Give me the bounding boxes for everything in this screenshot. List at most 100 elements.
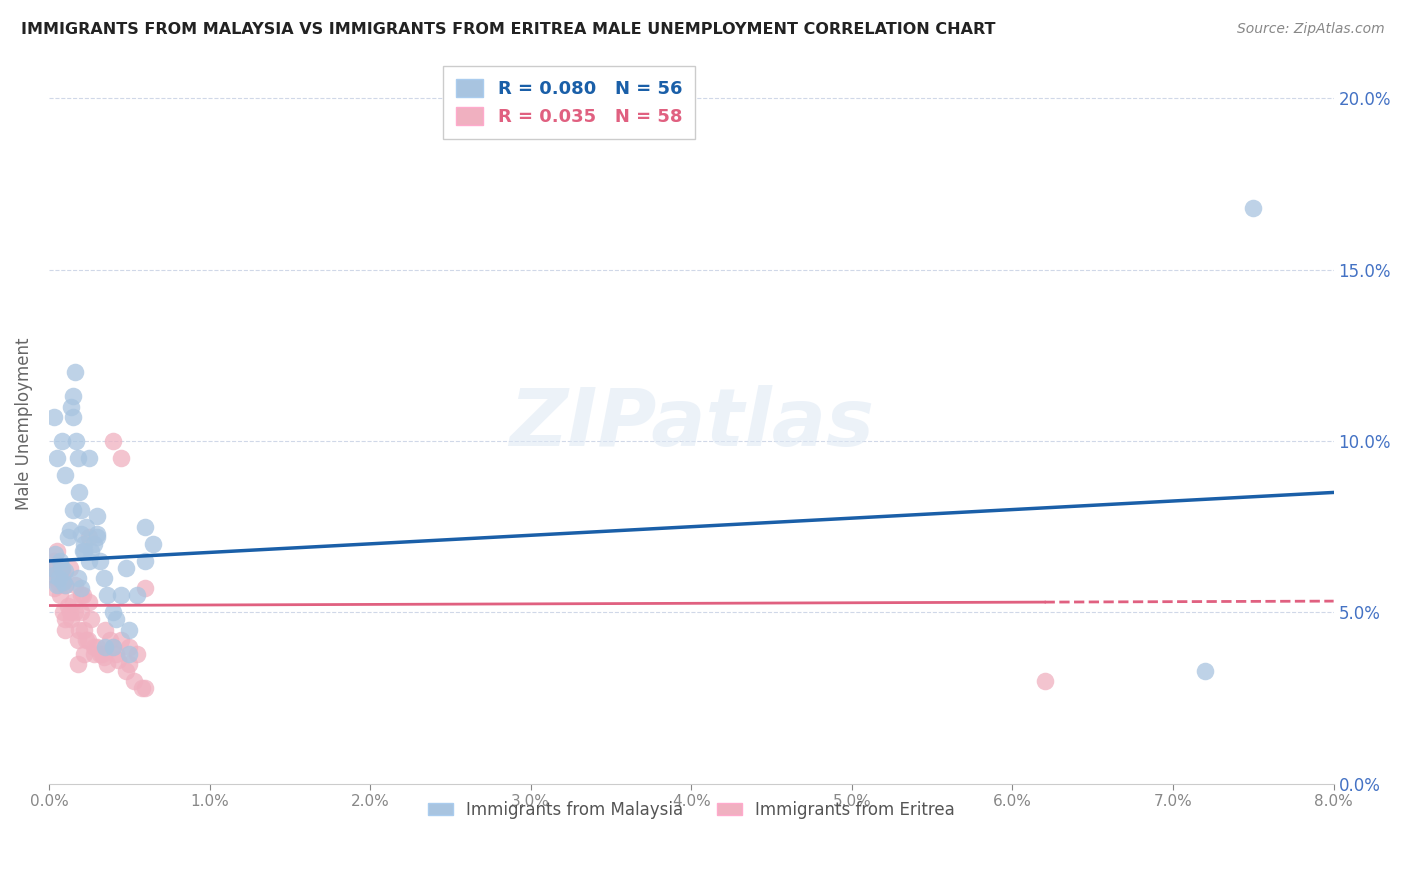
Y-axis label: Male Unemployment: Male Unemployment <box>15 338 32 510</box>
Point <box>110 451 132 466</box>
Point <box>118 623 141 637</box>
Point <box>42 554 65 568</box>
Point <box>115 561 138 575</box>
Point <box>42 410 65 425</box>
Point <box>77 554 100 568</box>
Point <box>91 647 114 661</box>
Point <box>73 647 96 661</box>
Point <box>66 632 89 647</box>
Point <box>77 595 100 609</box>
Point <box>86 526 108 541</box>
Point <box>46 543 69 558</box>
Point <box>53 623 76 637</box>
Point <box>105 647 128 661</box>
Point <box>51 564 73 578</box>
Point <box>66 571 89 585</box>
Point <box>63 606 86 620</box>
Point <box>103 640 125 654</box>
Point <box>118 640 141 654</box>
Point <box>83 647 105 661</box>
Point <box>60 612 83 626</box>
Point <box>86 530 108 544</box>
Point <box>83 640 105 654</box>
Point <box>1033 673 1056 688</box>
Point <box>63 578 86 592</box>
Point <box>42 567 65 582</box>
Point <box>46 578 69 592</box>
Point <box>89 554 111 568</box>
Point <box>44 547 66 561</box>
Point <box>41 564 63 578</box>
Point <box>142 537 165 551</box>
Point <box>107 653 129 667</box>
Point <box>52 606 75 620</box>
Point <box>44 571 66 585</box>
Point <box>62 410 84 425</box>
Point <box>110 588 132 602</box>
Point <box>48 571 70 585</box>
Point <box>89 647 111 661</box>
Point <box>134 681 156 695</box>
Point <box>65 434 87 448</box>
Point <box>58 599 80 613</box>
Point <box>93 649 115 664</box>
Point <box>62 595 84 609</box>
Point <box>48 578 70 592</box>
Point <box>77 530 100 544</box>
Point <box>103 434 125 448</box>
Point <box>103 640 125 654</box>
Point <box>1194 664 1216 678</box>
Point <box>134 554 156 568</box>
Point <box>122 673 145 688</box>
Point <box>51 571 73 585</box>
Point <box>53 578 76 592</box>
Text: Source: ZipAtlas.com: Source: ZipAtlas.com <box>1237 22 1385 37</box>
Point <box>94 640 117 654</box>
Point <box>66 451 89 466</box>
Point <box>127 588 149 602</box>
Point <box>62 389 84 403</box>
Point <box>118 657 141 671</box>
Point <box>60 400 83 414</box>
Point <box>53 578 76 592</box>
Point <box>73 623 96 637</box>
Point <box>105 612 128 626</box>
Point <box>131 681 153 695</box>
Point <box>51 434 73 448</box>
Point <box>70 582 93 596</box>
Point <box>49 588 72 602</box>
Point <box>80 612 103 626</box>
Point <box>53 564 76 578</box>
Point <box>75 519 97 533</box>
Point <box>110 632 132 647</box>
Point <box>73 537 96 551</box>
Point <box>93 571 115 585</box>
Point <box>76 632 98 647</box>
Point <box>1241 201 1264 215</box>
Point <box>80 543 103 558</box>
Point <box>115 664 138 678</box>
Point <box>86 640 108 654</box>
Point <box>77 451 100 466</box>
Legend: Immigrants from Malaysia, Immigrants from Eritrea: Immigrants from Malaysia, Immigrants fro… <box>422 795 962 826</box>
Point <box>69 623 91 637</box>
Point <box>134 582 156 596</box>
Point <box>42 582 65 596</box>
Point <box>98 632 121 647</box>
Point <box>70 502 93 516</box>
Point <box>41 561 63 575</box>
Point <box>72 543 94 558</box>
Point <box>118 647 141 661</box>
Point <box>94 623 117 637</box>
Point <box>58 530 80 544</box>
Point <box>75 632 97 647</box>
Point <box>103 606 125 620</box>
Point <box>83 537 105 551</box>
Point <box>134 519 156 533</box>
Point <box>66 657 89 671</box>
Point <box>73 543 96 558</box>
Point <box>127 647 149 661</box>
Point <box>52 574 75 589</box>
Text: ZIPatlas: ZIPatlas <box>509 384 873 463</box>
Text: IMMIGRANTS FROM MALAYSIA VS IMMIGRANTS FROM ERITREA MALE UNEMPLOYMENT CORRELATIO: IMMIGRANTS FROM MALAYSIA VS IMMIGRANTS F… <box>21 22 995 37</box>
